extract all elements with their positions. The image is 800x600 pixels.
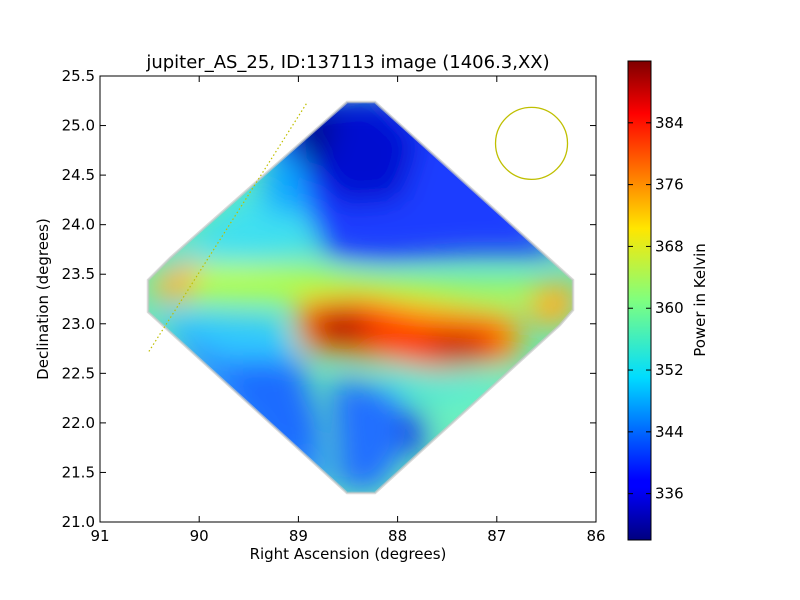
- colorbar-tick-label: 376: [655, 176, 684, 194]
- x-tick-label: 86: [586, 527, 605, 545]
- x-tick-label: 90: [190, 527, 209, 545]
- colorbar-tick-label: 344: [655, 423, 684, 441]
- y-tick-label: 23.0: [62, 315, 95, 333]
- axes-frame: [99, 75, 597, 523]
- dotted-line: [147, 103, 307, 354]
- y-tick-label: 22.0: [62, 414, 95, 432]
- colorbar: [627, 60, 652, 541]
- colorbar-label: Power in Kelvin: [691, 243, 709, 357]
- y-tick-label: 24.5: [62, 166, 95, 184]
- x-tick-label: 87: [487, 527, 506, 545]
- colorbar-tick-label: 336: [655, 485, 684, 503]
- x-tick-label: 91: [90, 527, 109, 545]
- x-axis-label: Right Ascension (degrees): [250, 545, 447, 563]
- y-tick-label: 25.0: [62, 117, 95, 135]
- y-tick-label: 24.0: [62, 216, 95, 234]
- y-axis-label: Declination (degrees): [34, 218, 52, 380]
- y-tick-label: 23.5: [62, 265, 95, 283]
- colorbar-tick-label: 384: [655, 114, 684, 132]
- x-tick-label: 89: [289, 527, 308, 545]
- y-tick-label: 21.5: [62, 463, 95, 481]
- y-tick-label: 22.5: [62, 364, 95, 382]
- x-tick-label: 88: [388, 527, 407, 545]
- y-tick-label: 21.0: [62, 513, 95, 531]
- map-outline: [146, 100, 575, 495]
- colorbar-tick-label: 368: [655, 237, 684, 255]
- chart-title: jupiter_AS_25, ID:137113 image (1406.3,X…: [145, 52, 549, 73]
- y-tick-label: 25.5: [62, 67, 95, 85]
- colorbar-tick-label: 352: [655, 361, 684, 379]
- beam-circle: [494, 106, 569, 181]
- colorbar-tick-label: 360: [655, 299, 684, 317]
